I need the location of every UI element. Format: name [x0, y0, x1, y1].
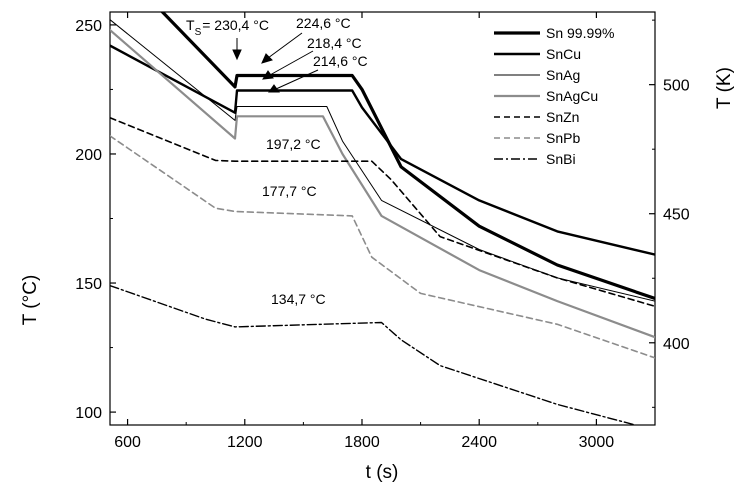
annotation-arrowhead-sncu: [261, 53, 273, 64]
series-line-snagcu: [110, 29, 655, 339]
series-line-sn-99-99-: [160, 12, 655, 301]
legend-label: SnBi: [546, 151, 576, 167]
x-tick-label: 1800: [344, 434, 380, 451]
annotation-snpb: 177,7 °C: [262, 183, 317, 199]
x-axis-label: t (s): [366, 462, 399, 483]
legend: Sn 99.99% SnCu SnAg SnAgCu SnZn SnPb SnBi: [494, 25, 615, 167]
x-tick-label: 2400: [461, 434, 497, 451]
annotations: TS= 230,4 °C 224,6 °C 218,4 °C 214,6 °C …: [186, 15, 368, 307]
legend-label: SnZn: [546, 109, 579, 125]
annotation-arrow-snag: [269, 50, 314, 76]
series-line-snbi: [110, 284, 639, 425]
annotation-arrowhead-ts: [232, 49, 242, 61]
y2-axis-label: T (K): [714, 67, 735, 109]
annotation-arrowhead-snagcu: [268, 84, 280, 93]
x-axis-ticks: 600 1200 1800 2400 3000: [114, 12, 656, 451]
y-axis-ticks: 100 150 200 250: [75, 18, 116, 422]
annotation-sncu: 224,6 °C: [296, 15, 351, 31]
annotation-arrowhead-snag: [262, 70, 274, 80]
y-tick-label: 150: [75, 276, 102, 293]
annotation-snbi: 134,7 °C: [271, 291, 326, 307]
series-line-sncu: [110, 44, 655, 256]
annotation-arrow-snagcu: [275, 69, 319, 90]
legend-label: SnPb: [546, 130, 580, 146]
y2-tick-label: 400: [663, 336, 690, 353]
annotation-arrow-sncu: [267, 32, 303, 59]
annotation-snag: 218,4 °C: [307, 35, 362, 51]
series-line-snpb: [110, 135, 655, 359]
series-line-snag: [110, 19, 655, 302]
legend-label: SnCu: [546, 46, 581, 62]
x-tick-label: 1200: [227, 434, 263, 451]
y-tick-label: 200: [75, 147, 102, 164]
x-tick-label: 600: [114, 434, 141, 451]
legend-label: SnAg: [546, 67, 580, 83]
series-lines: [110, 12, 655, 425]
y2-tick-label: 450: [663, 207, 690, 224]
annotation-ts-subscript: S: [195, 27, 202, 38]
y-tick-label: 250: [75, 18, 102, 35]
x-tick-label: 3000: [579, 434, 615, 451]
legend-label: SnAgCu: [546, 88, 598, 104]
annotation-ts: TS= 230,4 °C: [186, 17, 269, 38]
y-tick-label: 100: [75, 405, 102, 422]
series-line-snzn: [110, 117, 655, 308]
annotation-snagcu: 214,6 °C: [313, 53, 368, 69]
y-axis-label: T (°C): [20, 275, 41, 326]
annotation-snzn: 197,2 °C: [266, 136, 321, 152]
legend-label: Sn 99.99%: [546, 25, 615, 41]
y2-tick-label: 500: [663, 78, 690, 95]
y2-axis-ticks: 400 450 500: [649, 19, 690, 408]
